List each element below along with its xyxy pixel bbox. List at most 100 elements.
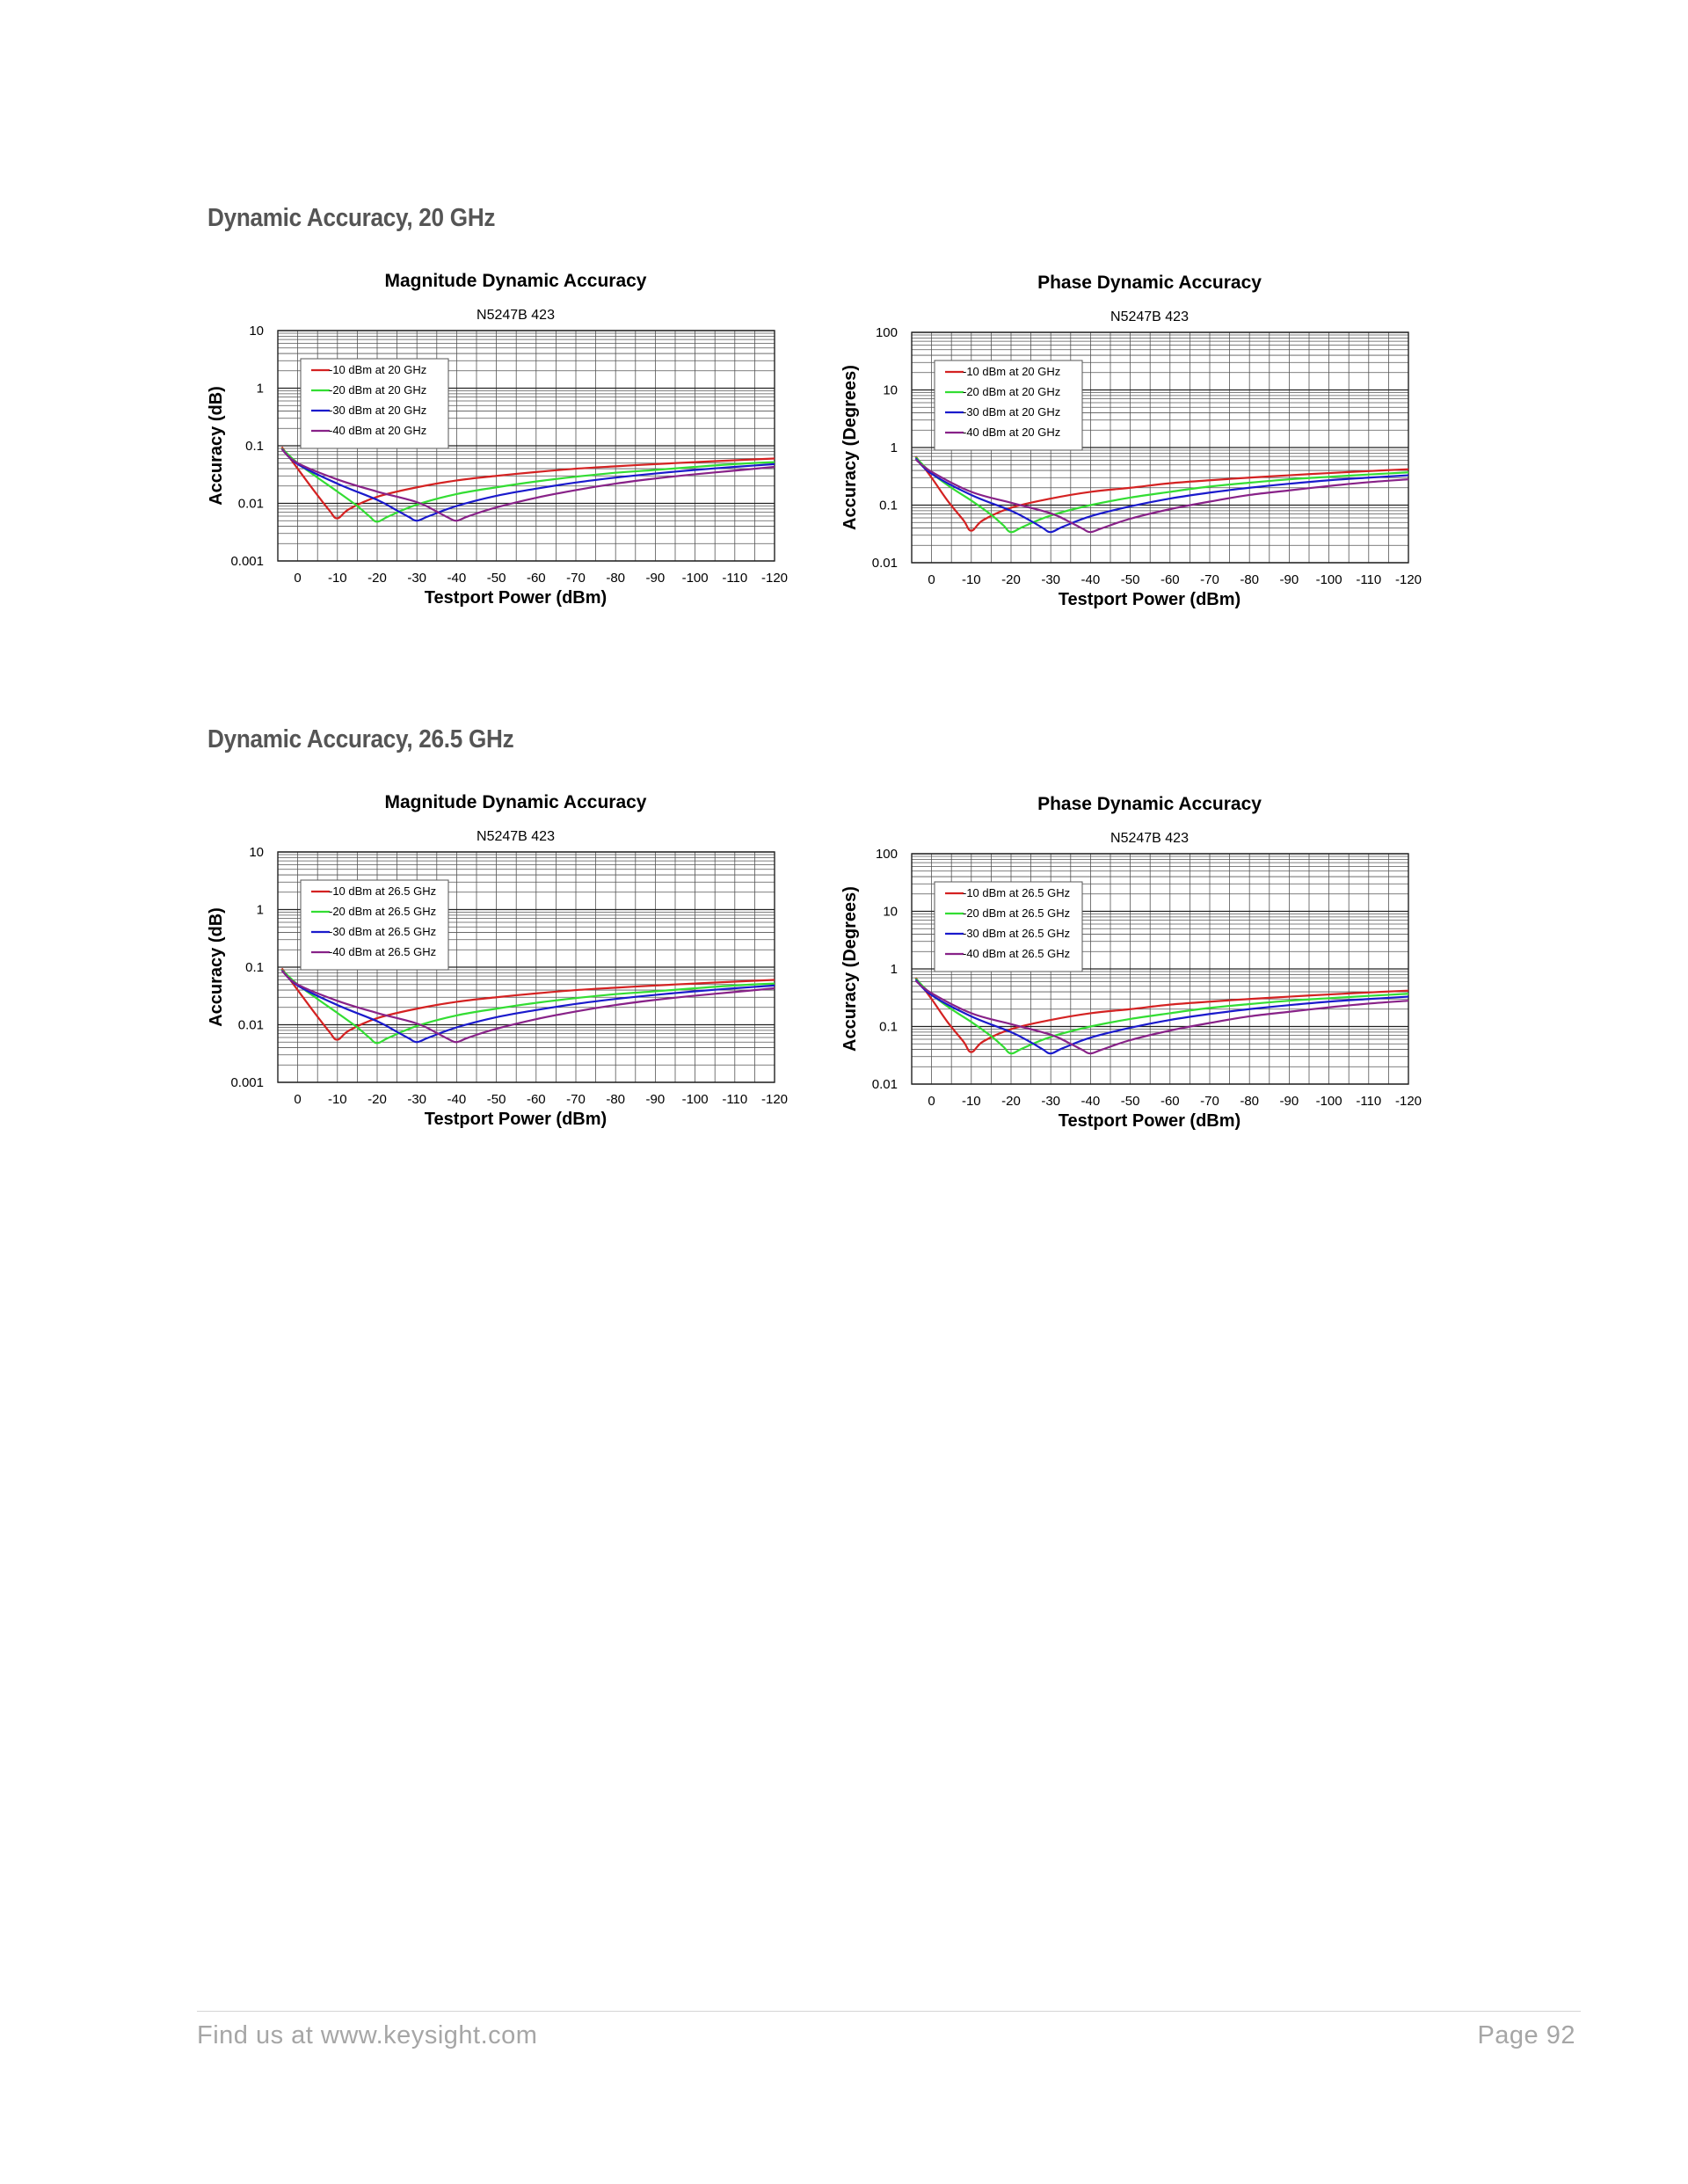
legend-box [934, 360, 1083, 451]
y-tick-label: 1 [891, 962, 898, 977]
x-tick-label: -40 [447, 1092, 467, 1107]
plot-frame [911, 853, 1409, 1085]
x-tick-label: -10 [962, 1094, 981, 1109]
x-tick-label: -10 [328, 1092, 347, 1107]
y-tick-label: 0.1 [879, 1020, 898, 1035]
x-tick-label: -70 [1200, 572, 1219, 587]
plot-frame [911, 331, 1409, 564]
series-line-2 [914, 456, 1409, 534]
legend-entry: -30 dBm at 26.5 GHz [963, 927, 1070, 940]
legend-entry: -40 dBm at 20 GHz [329, 424, 426, 437]
legend: -10 dBm at 20 GHz -20 dBm at 20 GHz -30 dB… [934, 360, 1083, 451]
y-tick-label: 100 [876, 847, 898, 862]
x-tick-label: -20 [367, 1092, 387, 1107]
legend-entry: -10 dBm at 26.5 GHz [963, 886, 1070, 899]
legend-entry: -20 dBm at 20 GHz [329, 383, 426, 397]
y-tick-label: 10 [883, 383, 898, 398]
chart-svg: Phase Dynamic Accuracy N5247B 423 0.01 0.1 1… [840, 273, 1422, 609]
x-tick-label: 0 [928, 572, 935, 587]
chart-magnitude-20ghz: Magnitude Dynamic Accuracy N5247B 423 0.00… [204, 264, 841, 608]
series-line-3 [280, 448, 775, 522]
x-axis-label: Testport Power (dBm) [1059, 1111, 1241, 1131]
x-tick-label: -20 [1001, 1094, 1021, 1109]
series-line-4 [280, 448, 775, 522]
x-tick-label: -100 [682, 571, 709, 586]
legend-entry: -30 dBm at 20 GHz [329, 404, 426, 417]
chart-subtitle: N5247B 423 [1110, 309, 1189, 324]
x-tick-label: -60 [1160, 572, 1180, 587]
legend: -10 dBm at 20 GHz -20 dBm at 20 GHz -30 dB… [300, 358, 449, 449]
x-tick-label: -90 [646, 1092, 666, 1107]
x-tick-label: -60 [527, 1092, 546, 1107]
x-tick-label: -120 [761, 1092, 788, 1107]
chart-phase-20ghz: Phase Dynamic Accuracy N5247B 423 0.01 0.1 1… [838, 266, 1475, 609]
series-line-2 [280, 448, 775, 523]
x-tick-label: -80 [606, 1092, 625, 1107]
x-tick-label: -90 [646, 571, 666, 586]
chart-title: Magnitude Dynamic Accuracy [385, 271, 647, 291]
y-tick-label: 0.01 [872, 1077, 898, 1092]
x-tick-label: -80 [606, 571, 625, 586]
x-tick-label: -30 [407, 571, 426, 586]
y-tick-label: 0.001 [230, 554, 264, 569]
chart-title: Magnitude Dynamic Accuracy [385, 792, 647, 812]
legend-box [300, 358, 449, 449]
legend-entry: -20 dBm at 26.5 GHz [329, 905, 436, 918]
x-tick-label: -110 [1356, 1094, 1381, 1109]
series-line-1 [280, 967, 775, 1041]
y-tick-label: 10 [883, 905, 898, 920]
series-line-2 [914, 978, 1409, 1055]
x-tick-label: -80 [1240, 572, 1259, 587]
chart-title: Phase Dynamic Accuracy [1037, 273, 1262, 293]
x-tick-label: -90 [1280, 572, 1299, 587]
y-axis-label: Accuracy (Degrees) [840, 886, 860, 1052]
footer-divider [197, 2011, 1581, 2012]
x-tick-label: -120 [1395, 1094, 1422, 1109]
y-tick-label: 0.1 [245, 439, 264, 454]
series-group [280, 967, 775, 1045]
legend: -10 dBm at 26.5 GHz -20 dBm at 26.5 GHz -3… [934, 881, 1083, 972]
legend: -10 dBm at 26.5 GHz -20 dBm at 26.5 GHz -3… [300, 879, 449, 971]
legend-box [934, 881, 1083, 972]
series-line-1 [914, 977, 1409, 1053]
chart-svg: Magnitude Dynamic Accuracy N5247B 423 0.00… [207, 271, 788, 608]
series-line-3 [280, 969, 775, 1044]
legend-entry: -10 dBm at 26.5 GHz [329, 885, 436, 898]
x-axis-label: Testport Power (dBm) [425, 588, 607, 608]
y-tick-label: 1 [257, 903, 264, 918]
chart-subtitle: N5247B 423 [477, 308, 555, 323]
chart-svg: Phase Dynamic Accuracy N5247B 423 0.01 0.1 1… [840, 794, 1422, 1131]
x-tick-label: -110 [1356, 572, 1381, 587]
x-tick-label: -30 [407, 1092, 426, 1107]
y-axis-label: Accuracy (dB) [207, 907, 226, 1027]
y-tick-label: 0.01 [238, 1018, 264, 1033]
x-axis-label: Testport Power (dBm) [425, 1110, 607, 1129]
x-tick-label: -50 [1121, 572, 1140, 587]
chart-svg: Magnitude Dynamic Accuracy N5247B 423 0.00… [207, 792, 788, 1129]
series-line-1 [914, 455, 1409, 532]
y-axis-label: Accuracy (dB) [207, 386, 226, 506]
section-title-26-5ghz: Dynamic Accuracy, 26.5 GHz [207, 725, 514, 753]
x-tick-label: -110 [722, 1092, 747, 1107]
x-tick-label: -100 [1316, 572, 1342, 587]
series-line-3 [914, 457, 1409, 534]
series-group [280, 446, 775, 523]
x-tick-label: -80 [1240, 1094, 1259, 1109]
legend-entry: -40 dBm at 26.5 GHz [329, 945, 436, 958]
footer-page-number: Page 92 [1477, 2021, 1575, 2049]
legend-entry: -20 dBm at 20 GHz [963, 385, 1060, 398]
x-tick-label: -30 [1041, 572, 1060, 587]
series-line-3 [914, 979, 1409, 1055]
x-tick-label: -30 [1041, 1094, 1060, 1109]
series-line-4 [914, 979, 1409, 1055]
x-tick-label: -60 [1160, 1094, 1180, 1109]
series-line-2 [280, 969, 775, 1045]
legend-entry: -30 dBm at 20 GHz [963, 405, 1060, 419]
chart-subtitle: N5247B 423 [1110, 831, 1189, 846]
x-tick-label: 0 [928, 1094, 935, 1109]
footer-website[interactable]: Find us at www.keysight.com [197, 2021, 538, 2049]
x-tick-label: -120 [1395, 572, 1422, 587]
x-tick-label: -100 [1316, 1094, 1342, 1109]
chart-title: Phase Dynamic Accuracy [1037, 794, 1262, 814]
plot-frame [277, 330, 775, 562]
